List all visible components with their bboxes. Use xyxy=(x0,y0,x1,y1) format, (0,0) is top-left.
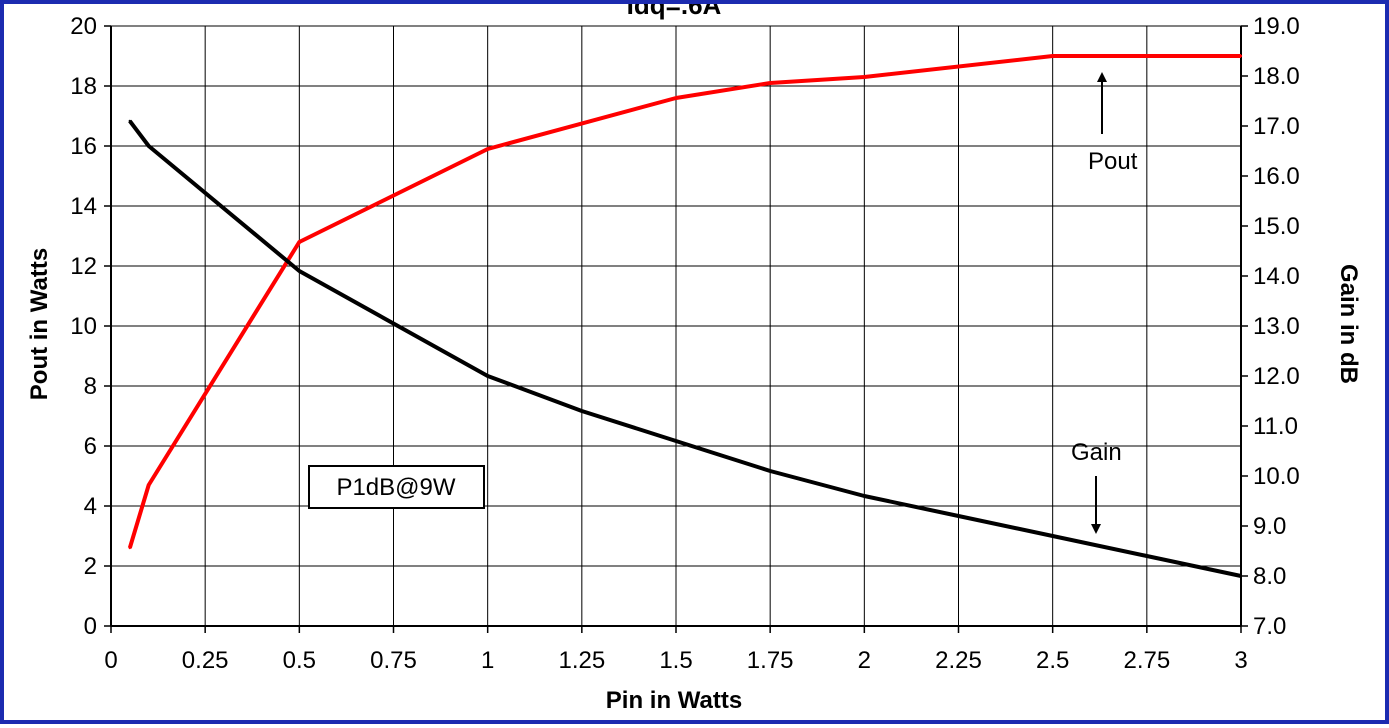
x-tick-label: 2.75 xyxy=(1123,647,1170,674)
y-tick-label: 8 xyxy=(84,373,97,400)
y2-tick-label: 12.0 xyxy=(1253,363,1300,390)
y2-tick-label: 13.0 xyxy=(1253,313,1300,340)
pout-annotation-label: Pout xyxy=(1088,148,1138,175)
data-point-gain xyxy=(1239,574,1243,578)
y2-tick-label: 11.0 xyxy=(1253,413,1298,440)
tick-labels: 0 0.25 0.5 0.75 1 1.25 1.5 1.75 2 2.25 2.5 2.75 3 0 2 4… xyxy=(70,13,1299,674)
p1db-box xyxy=(308,465,485,509)
x-tick-label: 1 xyxy=(481,647,494,674)
y-axis-title: Pout in Watts xyxy=(26,248,53,400)
x-tick-label: 2 xyxy=(858,647,871,674)
chart-svg: Idq=.6A 0 0.25 0.5 0.75 1 1.25 1.5 1.75 2 2.25 2.5… xyxy=(26,4,1362,714)
y2-tick-label: 9.0 xyxy=(1253,513,1286,540)
data-point-gain xyxy=(128,119,131,123)
data-point-gain xyxy=(1051,534,1054,538)
data-point-gain xyxy=(147,144,150,148)
data-point-pout xyxy=(147,483,150,487)
pout-arrow-head xyxy=(1097,72,1107,82)
y-tick-label: 2 xyxy=(84,553,97,580)
y2-tick-label: 10.0 xyxy=(1253,463,1300,490)
data-point-pout xyxy=(128,546,131,550)
x-tick-label: 2.25 xyxy=(935,647,982,674)
y2-tick-label: 19.0 xyxy=(1253,13,1300,40)
y2-tick-label: 7.0 xyxy=(1253,613,1286,640)
data-point-pout xyxy=(1051,54,1054,58)
data-point-gain xyxy=(674,439,678,443)
y2-tick-label: 16.0 xyxy=(1253,163,1300,190)
y-tick-label: 0 xyxy=(84,613,97,640)
gain-arrow-head xyxy=(1091,524,1101,534)
y-tick-label: 18 xyxy=(70,73,97,100)
x-tick-label: 1.5 xyxy=(659,647,692,674)
series-line-pout xyxy=(127,54,1241,549)
y-tick-label: 14 xyxy=(70,193,97,220)
data-point-gain xyxy=(957,514,960,518)
data-point-pout xyxy=(863,75,866,79)
gain-annotation-label: Gain xyxy=(1071,439,1122,466)
data-point-gain xyxy=(863,494,866,498)
y-tick-label: 12 xyxy=(70,253,97,280)
data-point-pout xyxy=(1239,54,1243,58)
x-tick-label: 3 xyxy=(1234,647,1247,674)
data-point-pout xyxy=(298,240,301,244)
y2-tick-label: 15.0 xyxy=(1253,213,1300,240)
y2-tick-label: 18.0 xyxy=(1253,63,1300,90)
data-point-pout xyxy=(674,96,678,100)
y2-tick-label: 17.0 xyxy=(1253,113,1300,140)
x-tick-label: 0.25 xyxy=(182,647,229,674)
y-tick-label: 4 xyxy=(84,493,97,520)
x-tick-label: 0 xyxy=(104,647,117,674)
data-point-gain xyxy=(1145,554,1149,558)
data-point-pout xyxy=(486,147,489,151)
y-tick-label: 20 xyxy=(70,13,97,40)
x-tick-label: 0.5 xyxy=(283,647,316,674)
x-axis-title: Pin in Watts xyxy=(606,687,742,714)
axes xyxy=(104,25,1248,633)
series-lines xyxy=(127,54,1243,578)
data-point-gain xyxy=(486,374,489,378)
series-line-gain xyxy=(128,119,1242,578)
data-point-gain xyxy=(298,269,301,273)
y2-axis-title: Gain in dB xyxy=(1335,264,1362,384)
chart-title: Idq=.6A xyxy=(627,4,722,20)
y2-tick-label: 14.0 xyxy=(1253,263,1300,290)
y-tick-label: 16 xyxy=(70,133,97,160)
x-tick-label: 0.75 xyxy=(370,647,417,674)
x-tick-label: 2.5 xyxy=(1036,647,1069,674)
y-tick-label: 6 xyxy=(84,433,97,460)
y2-tick-label: 8.0 xyxy=(1253,563,1286,590)
data-point-gain xyxy=(769,469,772,473)
x-tick-label: 1.25 xyxy=(558,647,605,674)
data-point-pout xyxy=(769,81,772,85)
p1db-box-label: P1dB@9W xyxy=(336,474,455,501)
y-tick-label: 10 xyxy=(70,313,97,340)
grid-lines xyxy=(110,25,1242,627)
data-point-gain xyxy=(580,409,583,413)
x-tick-label: 1.75 xyxy=(747,647,794,674)
